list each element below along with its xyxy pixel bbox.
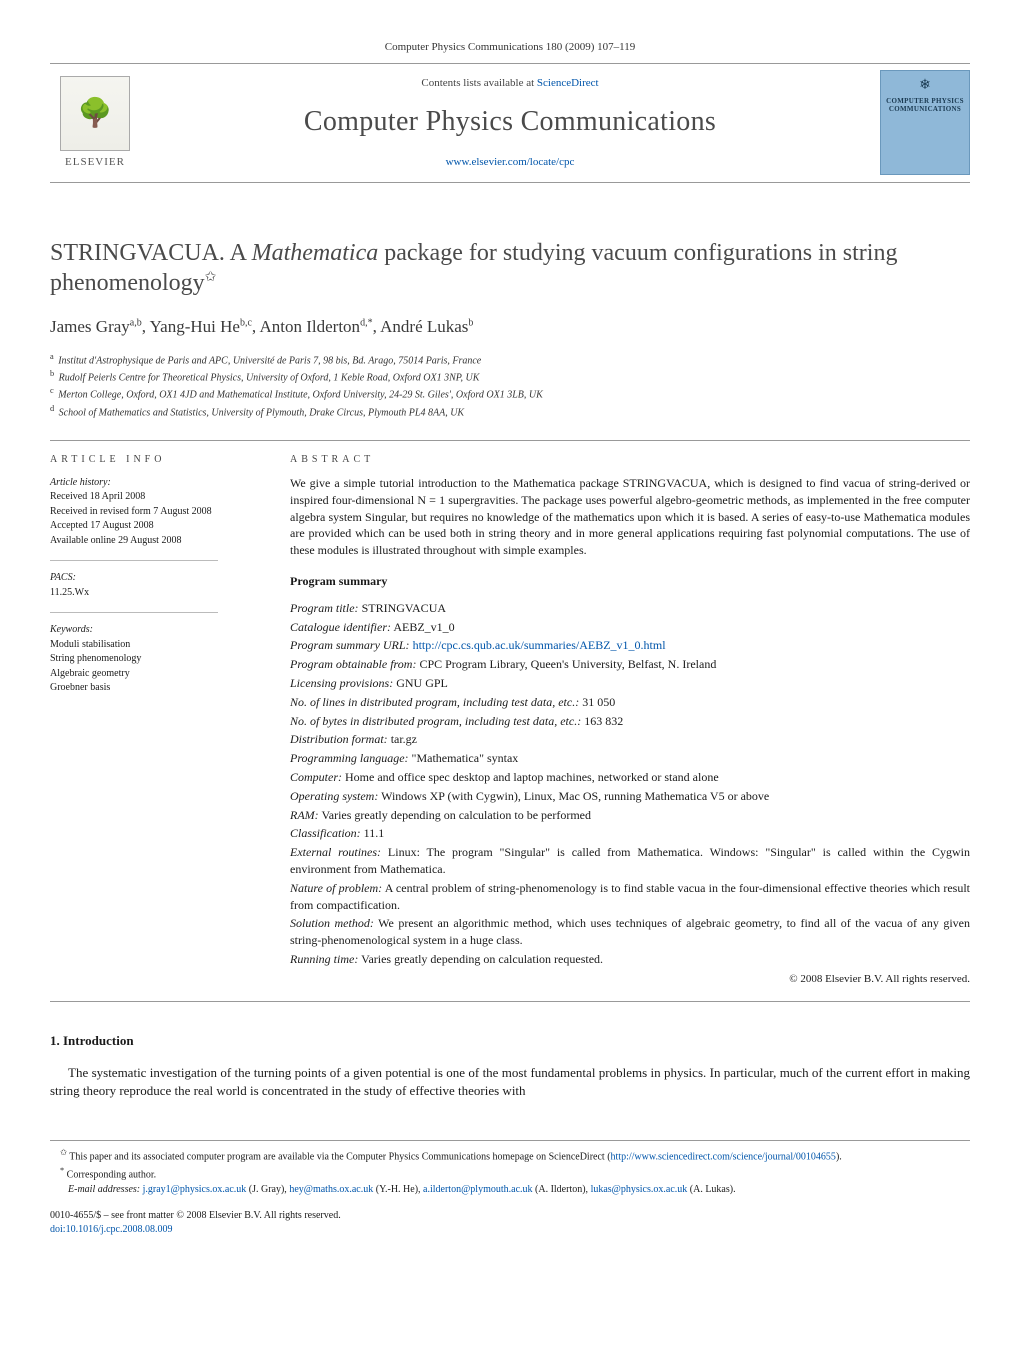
article-info-column: ARTICLE INFO Article history: Received 1… (50, 453, 260, 987)
pacs-value: 11.25.Wx (50, 586, 260, 601)
email-link[interactable]: hey@maths.ox.ac.uk (289, 1184, 373, 1195)
affiliation: d School of Mathematics and Statistics, … (50, 403, 970, 420)
program-summary-item: Programming language: "Mathematica" synt… (290, 750, 970, 767)
footnote-2: * Corresponding author. (50, 1165, 970, 1183)
keyword: Algebraic geometry (50, 667, 260, 682)
sciencedirect-link[interactable]: ScienceDirect (537, 77, 599, 89)
footnote-1-link[interactable]: http://www.sciencedirect.com/science/jou… (611, 1151, 836, 1162)
bottom-meta: 0010-4655/$ – see front matter © 2008 El… (50, 1209, 970, 1237)
info-divider-2 (50, 612, 218, 613)
email-link[interactable]: a.ilderton@plymouth.ac.uk (423, 1184, 532, 1195)
abstract-column: ABSTRACT We give a simple tutorial intro… (290, 453, 970, 987)
program-summary-item: Operating system: Windows XP (with Cygwi… (290, 788, 970, 805)
email-who: (A. Ilderton), (533, 1184, 591, 1195)
program-summary-item: Computer: Home and office spec desktop a… (290, 769, 970, 786)
program-summary-item: Catalogue identifier: AEBZ_v1_0 (290, 619, 970, 636)
history-label: Article history: (50, 476, 260, 491)
program-summary-item: Program title: STRINGVACUA (290, 600, 970, 617)
abstract-text: We give a simple tutorial introduction t… (290, 475, 970, 559)
journal-url-link[interactable]: www.elsevier.com/locate/cpc (446, 156, 575, 168)
rule-below-abstract (50, 1001, 970, 1002)
intro-paragraph: The systematic investigation of the turn… (50, 1064, 970, 1100)
keywords-block: Keywords: Moduli stabilisationString phe… (50, 623, 260, 696)
masthead-center: Contents lists available at ScienceDirec… (140, 66, 880, 179)
abstract-heading: ABSTRACT (290, 453, 970, 467)
article-history-block: Article history: Received 18 April 2008R… (50, 476, 260, 549)
abstract-copyright: © 2008 Elsevier B.V. All rights reserved… (290, 972, 970, 987)
program-summary-item: Running time: Varies greatly depending o… (290, 951, 970, 968)
front-matter-line: 0010-4655/$ – see front matter © 2008 El… (50, 1209, 970, 1223)
cpc-label-2: COMMUNICATIONS (889, 106, 961, 114)
title-block: STRINGVACUA. A Mathematica package for s… (50, 238, 970, 420)
program-summary-item: Distribution format: tar.gz (290, 731, 970, 748)
program-summary-item: Classification: 11.1 (290, 825, 970, 842)
emails-line: E-mail addresses: j.gray1@physics.ox.ac.… (50, 1183, 970, 1198)
title-italic: Mathematica (252, 240, 379, 266)
keyword: Groebner basis (50, 681, 260, 696)
footnote-1-text-post: ). (836, 1151, 842, 1162)
footnotes: ✩ This paper and its associated computer… (50, 1140, 970, 1197)
program-summary-item: Program obtainable from: CPC Program Lib… (290, 656, 970, 673)
cpc-cover-icon: ❄ COMPUTER PHYSICS COMMUNICATIONS (880, 70, 970, 175)
keyword: String phenomenology (50, 652, 260, 667)
program-summary-heading: Program summary (290, 573, 970, 590)
doi-line: doi:10.1016/j.cpc.2008.08.009 (50, 1223, 970, 1237)
title-footnote-star: ✩ (205, 270, 217, 285)
history-line: Available online 29 August 2008 (50, 534, 260, 549)
history-line: Accepted 17 August 2008 (50, 519, 260, 534)
affiliations: a Institut d'Astrophysique de Paris and … (50, 351, 970, 420)
doi-link[interactable]: doi:10.1016/j.cpc.2008.08.009 (50, 1224, 173, 1235)
elsevier-logo: 🌳 ELSEVIER (50, 68, 140, 178)
article-title: STRINGVACUA. A Mathematica package for s… (50, 238, 970, 298)
program-summary-item: Solution method: We present an algorithm… (290, 915, 970, 949)
section-1-heading: 1. Introduction (50, 1032, 970, 1050)
program-summary-item: External routines: Linux: The program "S… (290, 844, 970, 878)
authors: James Graya,b, Yang-Hui Heb,c, Anton Ild… (50, 316, 970, 339)
rule-above-abstract (50, 440, 970, 441)
pacs-label: PACS: (50, 571, 260, 586)
program-summary-link[interactable]: http://cpc.cs.qub.ac.uk/summaries/AEBZ_v… (413, 638, 666, 652)
email-link[interactable]: lukas@physics.ox.ac.uk (591, 1184, 688, 1195)
contents-prefix: Contents lists available at (421, 77, 536, 89)
journal-name: Computer Physics Communications (160, 103, 860, 141)
masthead: 🌳 ELSEVIER Contents lists available at S… (50, 63, 970, 183)
history-line: Received in revised form 7 August 2008 (50, 505, 260, 520)
pacs-block: PACS: 11.25.Wx (50, 571, 260, 600)
program-summary-item: No. of bytes in distributed program, inc… (290, 713, 970, 730)
elsevier-tree-icon: 🌳 (60, 76, 130, 151)
snowflake-icon: ❄ (919, 77, 931, 96)
email-label: E-mail addresses: (68, 1184, 143, 1195)
program-summary-item: Licensing provisions: GNU GPL (290, 675, 970, 692)
running-header: Computer Physics Communications 180 (200… (50, 40, 970, 55)
title-pre: STRINGVACUA. A (50, 240, 252, 266)
footnote-1: ✩ This paper and its associated computer… (50, 1147, 970, 1165)
email-who: (J. Gray), (246, 1184, 289, 1195)
journal-url: www.elsevier.com/locate/cpc (160, 155, 860, 170)
email-who: (Y.-H. He), (373, 1184, 423, 1195)
footnote-1-symbol: ✩ (60, 1148, 67, 1157)
info-abstract-columns: ARTICLE INFO Article history: Received 1… (50, 453, 970, 987)
affiliation: a Institut d'Astrophysique de Paris and … (50, 351, 970, 368)
history-line: Received 18 April 2008 (50, 490, 260, 505)
affiliation: c Merton College, Oxford, OX1 4JD and Ma… (50, 385, 970, 402)
affiliation: b Rudolf Peierls Centre for Theoretical … (50, 368, 970, 385)
article-info-heading: ARTICLE INFO (50, 453, 260, 468)
program-summary-item: Nature of problem: A central problem of … (290, 880, 970, 914)
email-who: (A. Lukas). (687, 1184, 735, 1195)
keywords-label: Keywords: (50, 623, 260, 638)
info-divider-1 (50, 560, 218, 561)
elsevier-brand-text: ELSEVIER (65, 155, 125, 170)
email-link[interactable]: j.gray1@physics.ox.ac.uk (143, 1184, 247, 1195)
program-summary-item: Program summary URL: http://cpc.cs.qub.a… (290, 637, 970, 654)
keyword: Moduli stabilisation (50, 638, 260, 653)
footnote-1-text-pre: This paper and its associated computer p… (67, 1151, 611, 1162)
program-summary-item: No. of lines in distributed program, inc… (290, 694, 970, 711)
contents-line: Contents lists available at ScienceDirec… (160, 76, 860, 91)
footnote-2-text: Corresponding author. (64, 1169, 156, 1180)
program-summary-item: RAM: Varies greatly depending on calcula… (290, 807, 970, 824)
